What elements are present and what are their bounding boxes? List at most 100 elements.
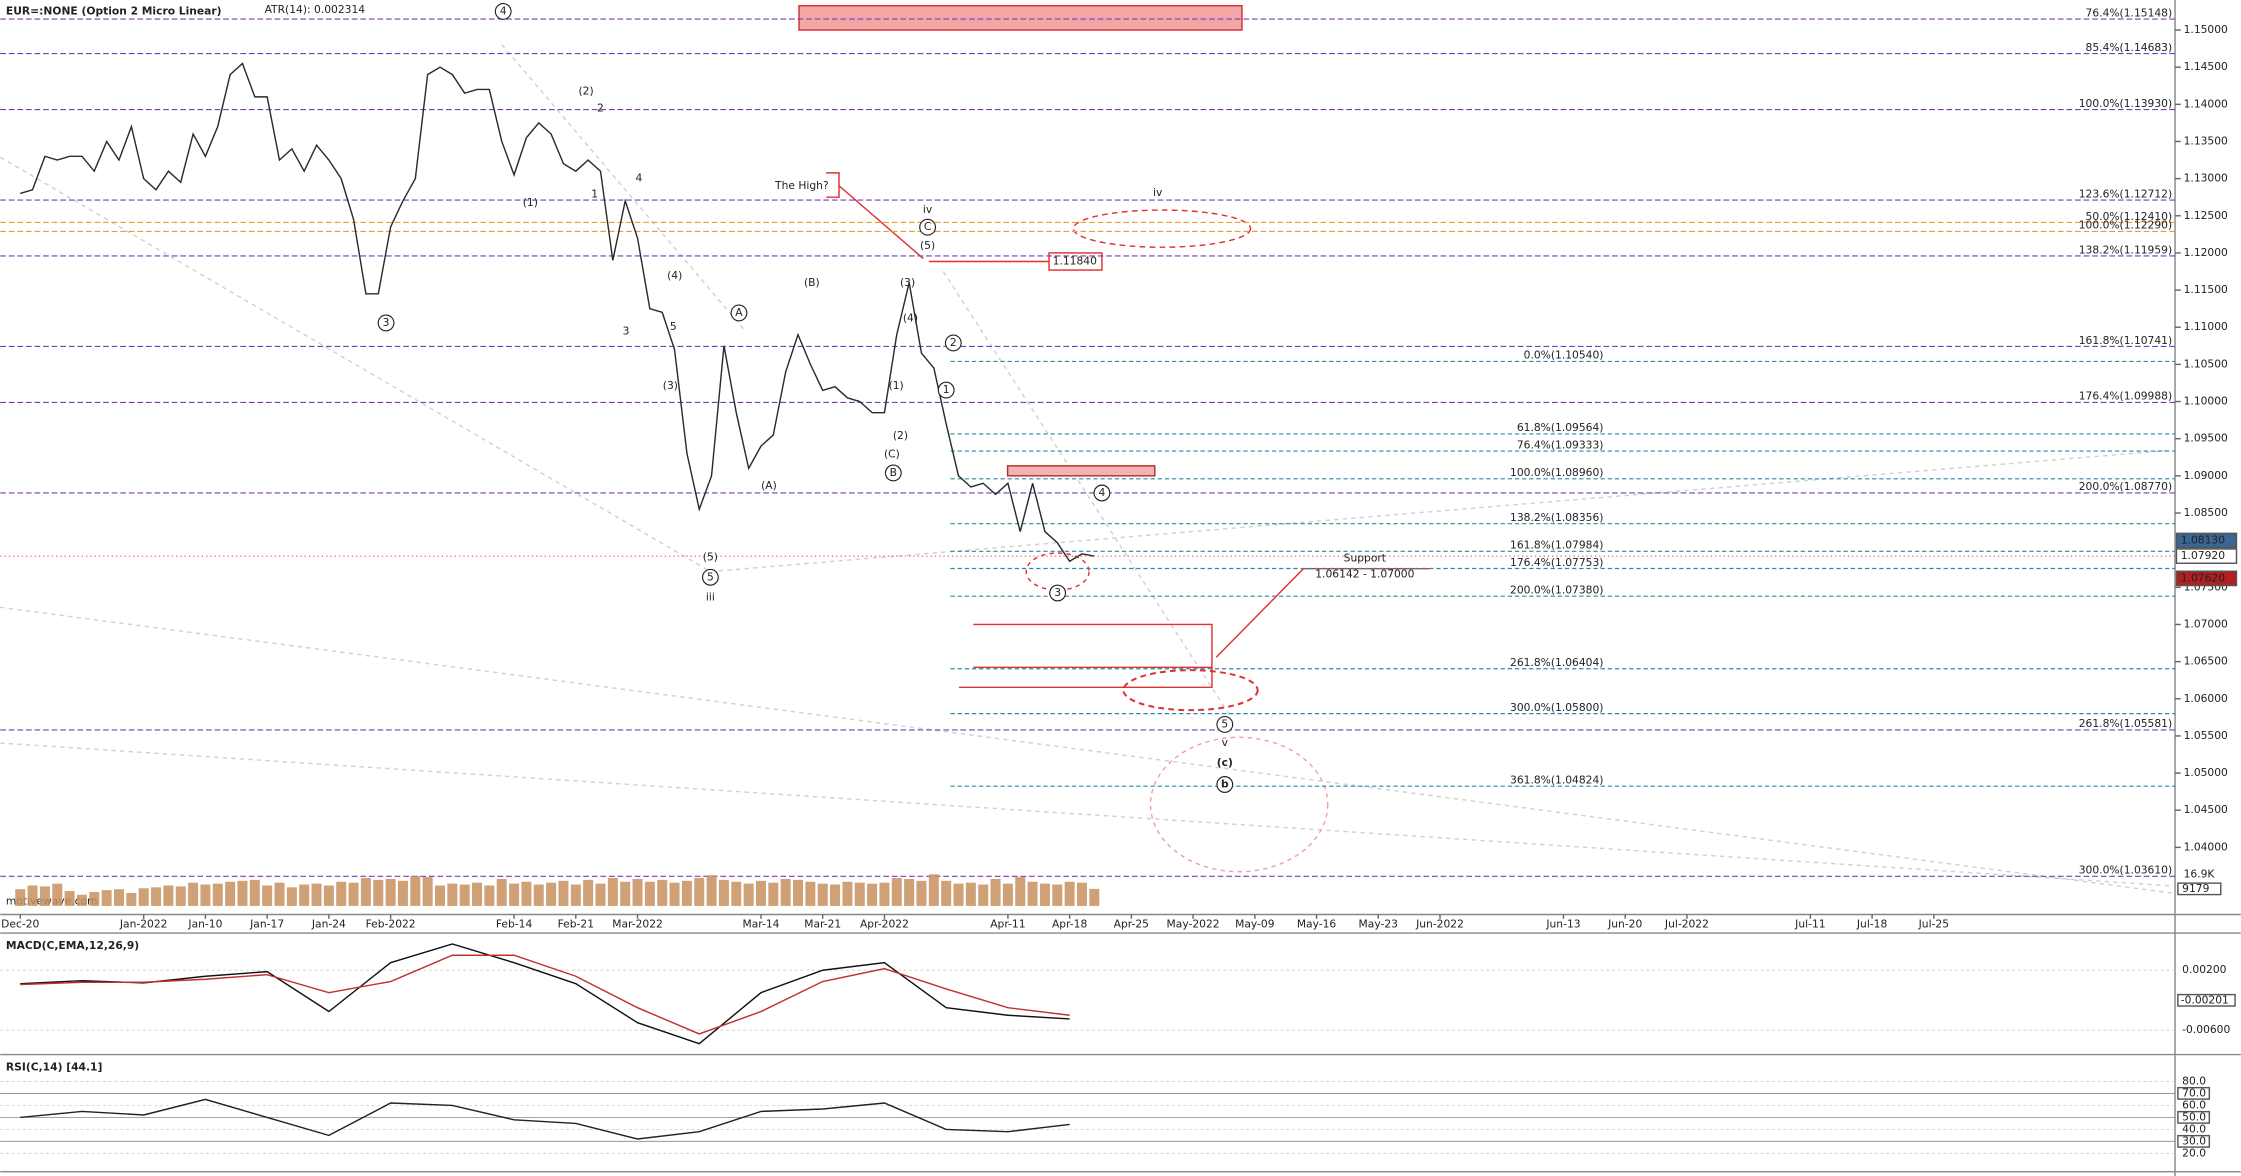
volume-bar	[286, 887, 297, 906]
wave-circle	[730, 304, 748, 322]
fib-label: 176.4%(1.07753)	[1510, 556, 1603, 569]
volume-bar	[249, 879, 260, 906]
volume-bar	[52, 883, 63, 906]
trend-lines	[0, 42, 2173, 894]
volume-bar	[373, 879, 384, 906]
fib-label: 300.0%(1.03610)	[2079, 864, 2172, 877]
wave-label: iv	[923, 203, 933, 216]
volume-bar	[64, 891, 75, 906]
y-tick-label: 20.0	[2182, 1146, 2206, 1159]
wave-label: (3)	[663, 379, 678, 392]
volume-bar	[916, 880, 927, 906]
tick-box	[2177, 1134, 2211, 1148]
wave-label: (c)	[1217, 756, 1233, 769]
wave-label: Support	[1344, 552, 1386, 565]
wave-label: 2	[950, 336, 957, 349]
value-tag	[2177, 993, 2236, 1007]
volume-bar	[323, 885, 334, 906]
rsi-title: RSI(C,14) [44.1]	[6, 1060, 102, 1073]
y-tick-label: 1.10000	[2184, 395, 2228, 408]
price-tag-label: 1.07920	[2181, 549, 2225, 562]
fib-label: 76.4%(1.15148)	[2086, 6, 2173, 19]
y-tick-label: 1.11500	[2184, 283, 2228, 296]
y-tick-label: 1.11000	[2184, 320, 2228, 333]
fib-label: 100.0%(1.13930)	[2079, 97, 2172, 110]
wave-circle	[377, 314, 395, 332]
x-tick-label: Jan-17	[249, 918, 284, 931]
price-tag-label: 1.07620	[2181, 571, 2225, 584]
volume-bar	[39, 886, 50, 906]
wave-label: iv	[1153, 186, 1163, 199]
volume-bar	[1089, 888, 1100, 906]
x-tick-label: Jul-25	[1918, 918, 1949, 931]
volume-bar	[434, 885, 445, 906]
wave-circle	[1216, 716, 1234, 733]
volume-bar	[694, 878, 705, 906]
x-tick-label: Apr-2022	[860, 918, 909, 931]
volume-bar	[632, 878, 643, 906]
wave-label: 5	[1221, 717, 1228, 730]
chart-title: EUR=:NONE (Option 2 Micro Linear)	[6, 4, 222, 17]
volume-bar	[817, 883, 828, 906]
volume-bar	[410, 876, 421, 906]
volume-bar	[953, 883, 964, 906]
volume-bar	[743, 883, 754, 906]
wave-label: 2	[597, 102, 604, 115]
y-tick-label: 80.0	[2182, 1074, 2206, 1087]
y-tick-label: 1.15000	[2184, 23, 2228, 36]
y-tick-label: 50.0	[2182, 1110, 2206, 1123]
volume-bar	[496, 878, 507, 906]
x-tick-label: May-09	[1235, 918, 1275, 931]
volume-bar	[854, 882, 865, 906]
volume-bar	[311, 883, 322, 906]
wave-label: C	[924, 220, 931, 233]
wave-label: (B)	[804, 276, 820, 289]
y-tick-label: 1.08500	[2184, 506, 2228, 519]
volume-bar	[151, 887, 162, 906]
volume-bar	[472, 882, 483, 906]
volume-bar	[570, 884, 581, 906]
volume-bar	[805, 881, 816, 906]
x-tick-label: Mar-2022	[612, 918, 663, 931]
wave-label: 1.11840	[1053, 254, 1097, 267]
volume-bar	[447, 883, 458, 906]
x-tick-label: Mar-21	[804, 918, 841, 931]
wave-label: (5)	[703, 550, 718, 563]
y-tick-label: 1.04000	[2184, 840, 2228, 853]
volume-bar	[188, 882, 199, 906]
volume-bar	[830, 884, 841, 906]
volume-bar	[422, 877, 433, 906]
fib-label: 200.0%(1.08770)	[2079, 480, 2172, 493]
volume-bar	[1015, 877, 1026, 906]
fib-label: 361.8%(1.04824)	[1510, 773, 1603, 786]
y-tick-label: 1.09000	[2184, 469, 2228, 482]
x-tick-label: Feb-21	[558, 918, 594, 931]
volume-bar	[669, 882, 680, 906]
fib-label: 100.0%(1.12290)	[2079, 219, 2172, 232]
y-tick-label: -0.00600	[2182, 1023, 2230, 1036]
volume-bar	[225, 881, 236, 906]
volume-bar	[965, 882, 976, 906]
volume-bar	[212, 883, 223, 906]
y-tick-label: 1.05000	[2184, 766, 2228, 779]
wave-label: (4)	[903, 312, 918, 325]
volume-bar	[89, 891, 100, 906]
volume-bar	[484, 885, 495, 906]
x-tick-label: Apr-11	[990, 918, 1025, 931]
fib-label: 261.8%(1.06404)	[1510, 656, 1603, 669]
volume-bar	[126, 892, 137, 906]
y-tick-label: 1.07000	[2184, 617, 2228, 630]
volume-bar	[583, 879, 594, 906]
y-tick-label: 30.0	[2182, 1134, 2206, 1147]
y-tick-label: 70.0	[2182, 1086, 2206, 1099]
volume-bar	[1076, 882, 1087, 906]
volume-bar	[780, 878, 791, 906]
volume-bar	[1002, 883, 1013, 906]
wave-circle	[1049, 584, 1067, 602]
wave-label: 1	[943, 383, 950, 396]
x-tick-label: Dec-20	[1, 918, 39, 931]
wave-label: (2)	[893, 429, 908, 442]
wave-label: 4	[636, 172, 643, 185]
